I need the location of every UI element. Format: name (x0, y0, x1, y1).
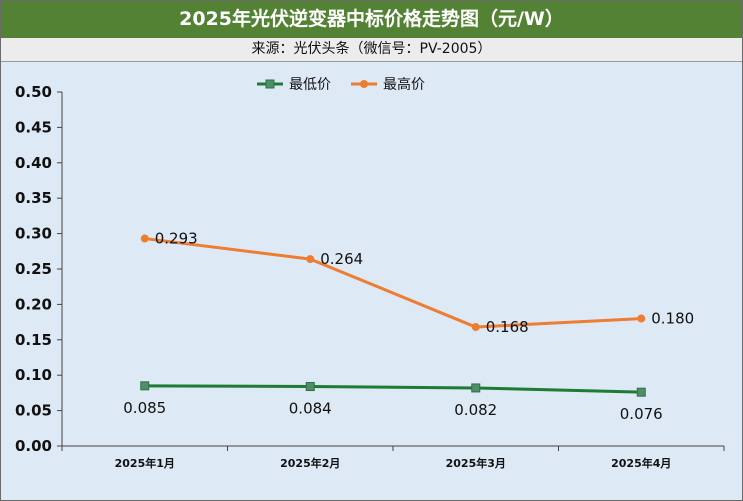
data-label: 0.076 (620, 405, 663, 423)
legend-label: 最低价 (289, 77, 331, 93)
data-point (306, 255, 315, 264)
y-tick-label: 0.30 (15, 225, 52, 243)
series-line (144, 384, 642, 394)
data-label: 0.168 (486, 318, 529, 336)
y-tick-label: 0.35 (15, 189, 52, 207)
y-tick-label: 0.00 (15, 437, 52, 455)
chart-title: 2025年光伏逆变器中标价格走势图（元/W） (1, 1, 742, 38)
data-label: 0.264 (320, 250, 363, 268)
series-line (144, 237, 642, 329)
data-point (637, 314, 646, 323)
data-label: 0.084 (289, 400, 332, 418)
chart-source: 来源：光伏头条（微信号：PV-2005） (1, 38, 742, 62)
data-point (305, 382, 315, 392)
legend-marker-circle (360, 80, 368, 88)
data-point (140, 234, 149, 243)
data-point (471, 323, 480, 332)
data-label: 0.180 (651, 310, 694, 328)
y-tick-label: 0.50 (15, 83, 52, 101)
legend-marker-square (265, 79, 275, 89)
data-label: 0.082 (454, 401, 497, 419)
y-tick-label: 0.05 (15, 402, 52, 420)
data-label: 0.085 (123, 399, 166, 417)
x-tick-label: 2025年3月 (446, 456, 506, 470)
y-tick-label: 0.10 (15, 366, 52, 384)
y-tick-label: 0.40 (15, 154, 52, 172)
data-label: 0.293 (155, 230, 198, 248)
x-tick-label: 2025年1月 (115, 456, 175, 470)
data-point (140, 381, 150, 391)
data-point (471, 383, 481, 393)
y-tick-label: 0.45 (15, 118, 52, 136)
x-tick-label: 2025年2月 (280, 456, 340, 470)
y-tick-label: 0.25 (15, 260, 52, 278)
data-point (636, 387, 646, 397)
legend-label: 最高价 (383, 76, 425, 93)
y-tick-label: 0.15 (15, 331, 52, 349)
y-tick-label: 0.20 (15, 295, 52, 313)
x-tick-label: 2025年4月 (611, 456, 671, 470)
